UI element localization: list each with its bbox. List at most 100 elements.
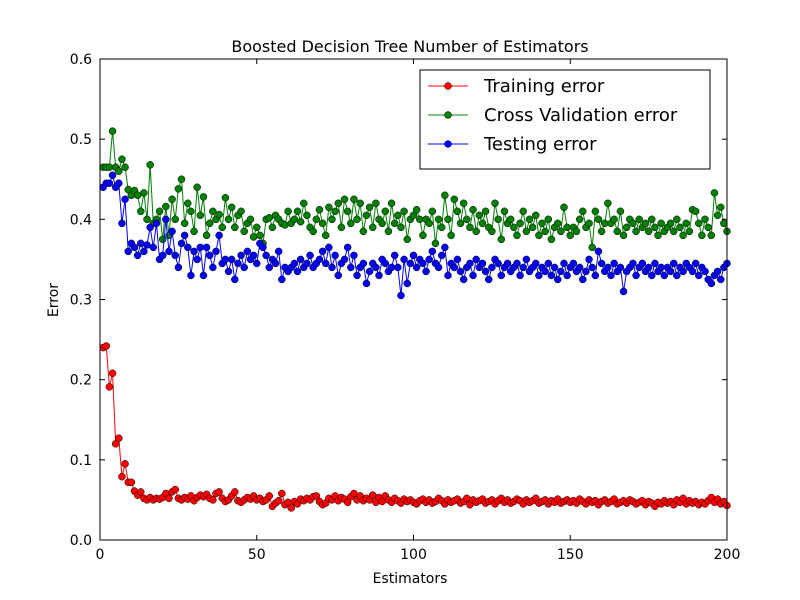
data-point <box>644 263 653 272</box>
x-tick-label: 0 <box>96 547 105 563</box>
data-point <box>318 219 327 228</box>
data-point <box>359 259 368 268</box>
data-point <box>472 255 480 264</box>
data-point <box>695 271 703 280</box>
data-point <box>437 251 446 260</box>
data-point <box>475 211 484 220</box>
data-point <box>488 227 496 236</box>
data-point <box>168 195 176 204</box>
data-point <box>519 207 527 216</box>
data-point <box>585 255 593 264</box>
data-point <box>569 259 578 268</box>
data-point <box>579 275 587 284</box>
data-point <box>425 219 433 228</box>
data-point <box>619 287 628 296</box>
data-point <box>353 271 361 280</box>
data-point <box>422 267 430 276</box>
data-point <box>406 259 415 268</box>
data-point <box>463 494 471 503</box>
data-point <box>281 221 289 229</box>
data-point <box>171 251 179 260</box>
data-point <box>309 227 317 236</box>
data-point <box>644 227 653 236</box>
data-point <box>249 233 258 241</box>
data-point <box>158 251 167 260</box>
data-point <box>253 259 261 268</box>
data-point <box>315 205 324 214</box>
data-point <box>187 271 195 280</box>
data-point <box>522 227 531 236</box>
data-point <box>149 243 158 252</box>
data-point <box>560 203 568 212</box>
data-point <box>494 215 502 224</box>
data-point <box>669 259 678 268</box>
data-point <box>441 243 449 252</box>
plot-area <box>99 127 731 512</box>
legend-label: Testing error <box>483 134 597 155</box>
data-point <box>698 231 706 240</box>
data-point <box>184 243 192 252</box>
data-point <box>300 199 308 208</box>
data-point <box>632 271 640 280</box>
data-point <box>691 207 700 216</box>
legend-label: Training error <box>483 76 605 97</box>
data-point <box>102 342 111 350</box>
data-point <box>704 223 712 232</box>
data-point <box>140 247 148 256</box>
data-point <box>466 259 474 268</box>
data-point <box>616 263 625 272</box>
data-point <box>560 259 568 268</box>
data-point <box>303 259 311 268</box>
data-point <box>591 271 600 280</box>
data-point <box>362 211 371 220</box>
data-point <box>108 127 117 135</box>
data-point <box>481 207 490 216</box>
y-tick-label: 0.2 <box>70 373 92 389</box>
data-point <box>278 275 286 284</box>
x-axis-label: Estimators <box>373 571 448 587</box>
data-point <box>347 219 355 228</box>
data-point <box>378 219 386 228</box>
data-point <box>196 211 205 220</box>
data-point <box>290 259 299 268</box>
data-point <box>629 259 637 268</box>
data-point <box>231 275 239 284</box>
data-point <box>340 195 349 204</box>
data-point <box>215 210 223 219</box>
data-point <box>337 223 346 232</box>
data-point <box>155 207 164 216</box>
data-point <box>481 267 490 276</box>
data-point <box>111 440 120 448</box>
data-point <box>168 227 176 236</box>
data-point <box>224 215 233 224</box>
data-point <box>419 231 427 240</box>
data-point <box>108 369 117 378</box>
data-point <box>105 383 114 391</box>
data-point <box>253 223 261 232</box>
data-point <box>115 179 123 188</box>
data-point <box>610 215 618 224</box>
data-point <box>146 223 154 232</box>
data-point <box>553 275 562 284</box>
data-point <box>234 259 242 268</box>
data-point <box>456 267 465 276</box>
data-point <box>180 231 189 240</box>
data-point <box>669 227 678 236</box>
data-point <box>209 496 217 504</box>
data-point <box>227 203 236 212</box>
data-point <box>459 275 468 284</box>
data-point <box>231 223 239 232</box>
data-point <box>660 271 669 280</box>
data-point <box>484 275 493 284</box>
data-point <box>140 189 148 197</box>
data-point <box>491 199 499 208</box>
data-point <box>240 227 248 236</box>
data-point <box>240 263 248 272</box>
data-point <box>287 504 295 512</box>
data-point <box>296 255 305 264</box>
data-point <box>544 259 553 268</box>
data-point <box>579 207 587 216</box>
data-point <box>199 271 208 280</box>
y-tick-label: 0.0 <box>70 533 92 549</box>
data-point <box>685 227 694 236</box>
